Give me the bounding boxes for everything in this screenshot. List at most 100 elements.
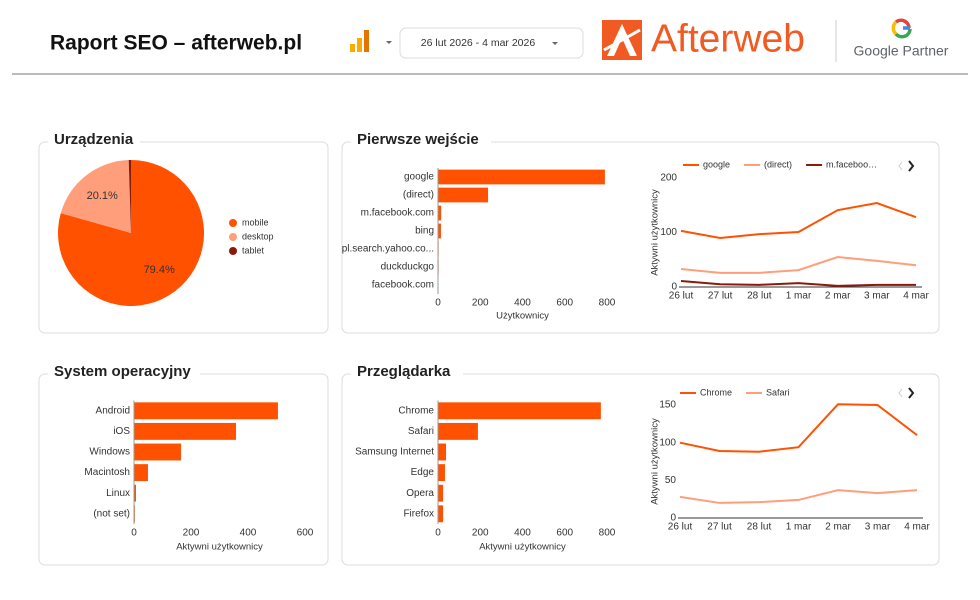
card-title: System operacyjny	[54, 363, 191, 380]
x-tick-label: 4 mar	[904, 522, 930, 533]
category-label: Edge	[411, 467, 435, 478]
card-title: Urządzenia	[54, 131, 134, 148]
date-picker[interactable]	[399, 27, 584, 59]
y-tick-label: 200	[660, 173, 677, 184]
y-tick-label: 0	[670, 513, 676, 524]
x-tick-label: 3 mar	[864, 291, 890, 302]
y-tick-label: 100	[659, 437, 676, 448]
pie-slice	[57, 160, 205, 307]
x-tick-label: 28 lut	[747, 291, 772, 302]
x-tick-label: 400	[514, 298, 531, 309]
category-label: Opera	[406, 488, 434, 499]
x-tick-label: 800	[599, 528, 616, 539]
legend-marker	[229, 247, 237, 255]
category-label: Linux	[106, 488, 130, 499]
category-label: duckduckgo	[381, 262, 435, 273]
y-tick-label: 100	[660, 227, 677, 238]
category-label: Macintosh	[84, 467, 130, 478]
bar	[134, 443, 182, 461]
legend-label: Chrome	[700, 387, 732, 397]
slice-label: 79.4%	[144, 264, 175, 276]
x-tick-label: 1 mar	[786, 291, 812, 302]
x-tick-label: 26 lut	[668, 522, 693, 533]
x-tick-label: 600	[556, 298, 573, 309]
pie-slice	[128, 160, 131, 233]
x-tick-label: 600	[556, 528, 573, 539]
line-series	[680, 280, 916, 287]
category-label: Firefox	[403, 508, 434, 519]
title-bg	[48, 132, 140, 150]
bar	[438, 169, 605, 185]
bar	[438, 464, 445, 482]
category-label: pl.search.yahoo.co...	[342, 244, 434, 255]
bar	[438, 187, 489, 203]
x-tick-label: 200	[472, 298, 489, 309]
category-label: Samsung Internet	[355, 447, 434, 458]
legend-marker	[229, 233, 237, 241]
bar	[134, 464, 148, 482]
bar	[438, 484, 444, 502]
x-tick-label: 600	[297, 528, 314, 539]
title-bg	[351, 364, 463, 382]
x-tick-label: 400	[514, 528, 531, 539]
legend-pager[interactable]	[898, 387, 915, 399]
card-title: Pierwsze wejście	[357, 131, 479, 148]
line-series	[680, 256, 917, 274]
date-arrow	[552, 42, 558, 45]
title-bg	[351, 132, 491, 150]
x-axis-title: Aktywni użytkownicy	[479, 542, 566, 553]
x-tick-label: 800	[599, 298, 616, 309]
x-tick-label: 2 mar	[825, 291, 851, 302]
legend-label: (direct)	[764, 159, 792, 169]
category-label: iOS	[113, 426, 130, 437]
pie-slice	[60, 160, 131, 233]
card	[341, 373, 940, 566]
date-range[interactable]: 26 lut 2026 - 4 mar 2026	[421, 37, 536, 49]
brand-logo	[602, 20, 642, 60]
bar	[134, 422, 237, 440]
x-axis-title: Aktywni użytkownicy	[176, 542, 263, 553]
category-label: m.facebook.com	[361, 208, 434, 219]
partner-label: Google Partner	[854, 43, 949, 59]
bar	[438, 505, 444, 523]
x-tick-label: 4 mar	[903, 291, 929, 302]
category-label: Android	[96, 405, 130, 416]
y-tick-label: 0	[671, 282, 677, 293]
legend-label: tablet	[242, 245, 265, 255]
slice-label: 20.1%	[87, 190, 118, 202]
category-label: (not set)	[93, 508, 130, 519]
card-title: Przeglądarka	[357, 363, 451, 380]
x-axis-title: Użytkownicy	[496, 311, 549, 322]
card	[341, 141, 940, 334]
legend-label: mobile	[242, 217, 269, 227]
x-tick-label: 0	[435, 528, 441, 539]
category-label: Chrome	[398, 405, 434, 416]
legend-label: desktop	[242, 231, 274, 241]
bar	[134, 402, 278, 420]
legend-label: m.faceboo…	[826, 159, 877, 169]
bar	[134, 484, 136, 502]
legend-label: google	[703, 159, 730, 169]
x-tick-label: 0	[131, 528, 137, 539]
bar	[438, 402, 601, 420]
x-tick-label: 3 mar	[865, 522, 891, 533]
category-label: bing	[415, 226, 434, 237]
x-tick-label: 27 lut	[707, 522, 732, 533]
x-tick-label: 400	[240, 528, 257, 539]
bar	[438, 443, 447, 461]
line-series	[679, 489, 918, 504]
looker-icon	[350, 30, 392, 52]
title-bg	[48, 364, 200, 382]
line-series	[680, 202, 917, 239]
y-axis-title: Aktywni użytkownicy	[650, 189, 661, 276]
legend-pager[interactable]	[898, 160, 915, 172]
x-tick-label: 1 mar	[786, 522, 812, 533]
legend-label: Safari	[766, 387, 790, 397]
x-tick-label: 200	[472, 528, 489, 539]
legend-marker	[229, 219, 237, 227]
brand-name: Afterweb	[651, 17, 805, 60]
x-tick-label: 200	[183, 528, 200, 539]
category-label: Safari	[408, 426, 434, 437]
google-icon	[891, 18, 912, 39]
